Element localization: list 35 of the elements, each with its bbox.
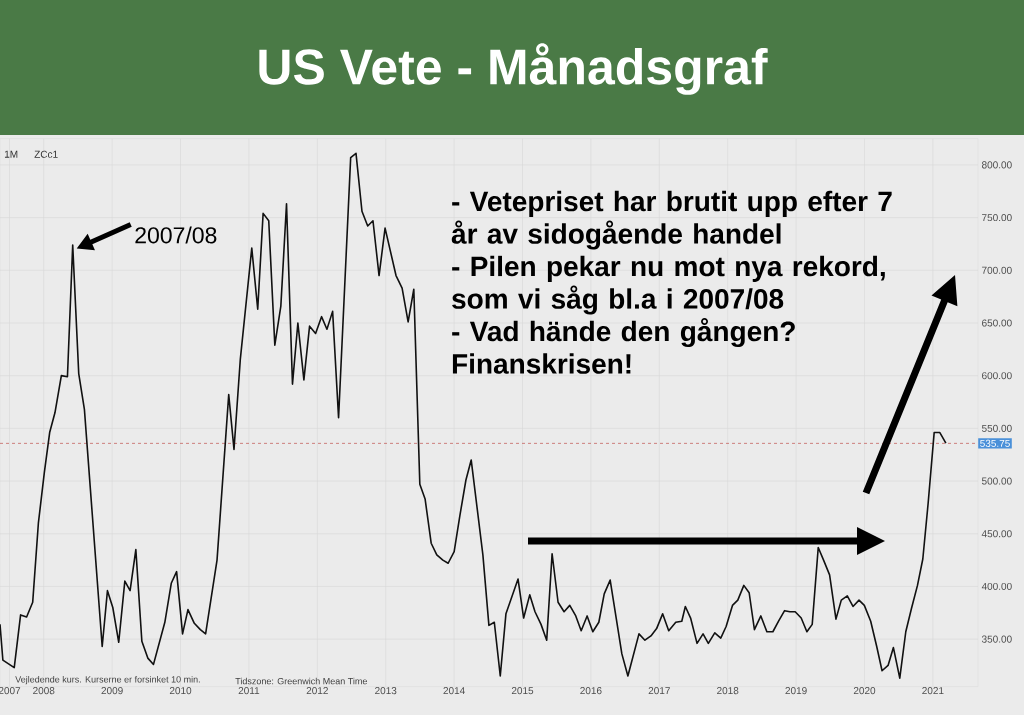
y-tick-label: 800.00 — [981, 161, 1012, 169]
x-tick-label: 2013 — [375, 687, 397, 695]
x-tick-label: 2019 — [785, 687, 807, 695]
annotation: - Pilen pekar nu mot nya rekord, som vi såg bl.a i 2007/08 — [452, 255, 885, 315]
x-tick-label: 2009 — [101, 687, 123, 695]
y-tick-label: 500.00 — [981, 477, 1012, 485]
annotation: Finanskrisen! — [452, 353, 631, 374]
x-tick-label: 2014 — [443, 687, 465, 695]
y-tick-label: 650.00 — [982, 319, 1012, 327]
annotation: Tidszone: Greenwich Mean Time — [235, 677, 368, 685]
x-tick-label: 2011 — [238, 687, 260, 695]
y-tick-label: 750.00 — [982, 214, 1012, 222]
annotation: Vejledende kurs. Kurserne er forsinket 10 min. — [15, 675, 200, 685]
y-tick-label: 450.00 — [981, 530, 1012, 538]
x-tick-label: 2017 — [648, 687, 670, 695]
annotation: 2007/08 — [135, 226, 217, 244]
y-tick-label: 400.00 — [981, 582, 1012, 590]
annotation: 1M — [4, 150, 18, 158]
y-tick-label: 600.00 — [982, 372, 1012, 380]
x-tick-label: 2012 — [306, 687, 328, 695]
annotation: - Vad hände den gången? — [452, 318, 795, 348]
x-tick-label: 2021 — [922, 687, 944, 695]
y-tick-label: 350.00 — [981, 635, 1012, 643]
annotation: - Vetepriset har brutit upp efter 7 år av sidogående handel — [451, 190, 892, 250]
y-tick-label: 700.00 — [982, 266, 1012, 274]
ref-line-label: 535.75 — [980, 439, 1010, 447]
x-tick-label: 2020 — [853, 687, 876, 695]
chart-title: US Vete - Månadsgraf — [259, 43, 768, 95]
x-tick-label: 2010 — [169, 687, 192, 695]
x-tick-label: 2015 — [511, 687, 534, 695]
annotation: ZCc1 — [34, 150, 58, 158]
x-tick-label: 2008 — [33, 687, 55, 695]
x-tick-label: 2016 — [580, 687, 602, 695]
y-tick-label: 550.00 — [981, 424, 1012, 432]
x-tick-label: 2018 — [717, 687, 739, 695]
